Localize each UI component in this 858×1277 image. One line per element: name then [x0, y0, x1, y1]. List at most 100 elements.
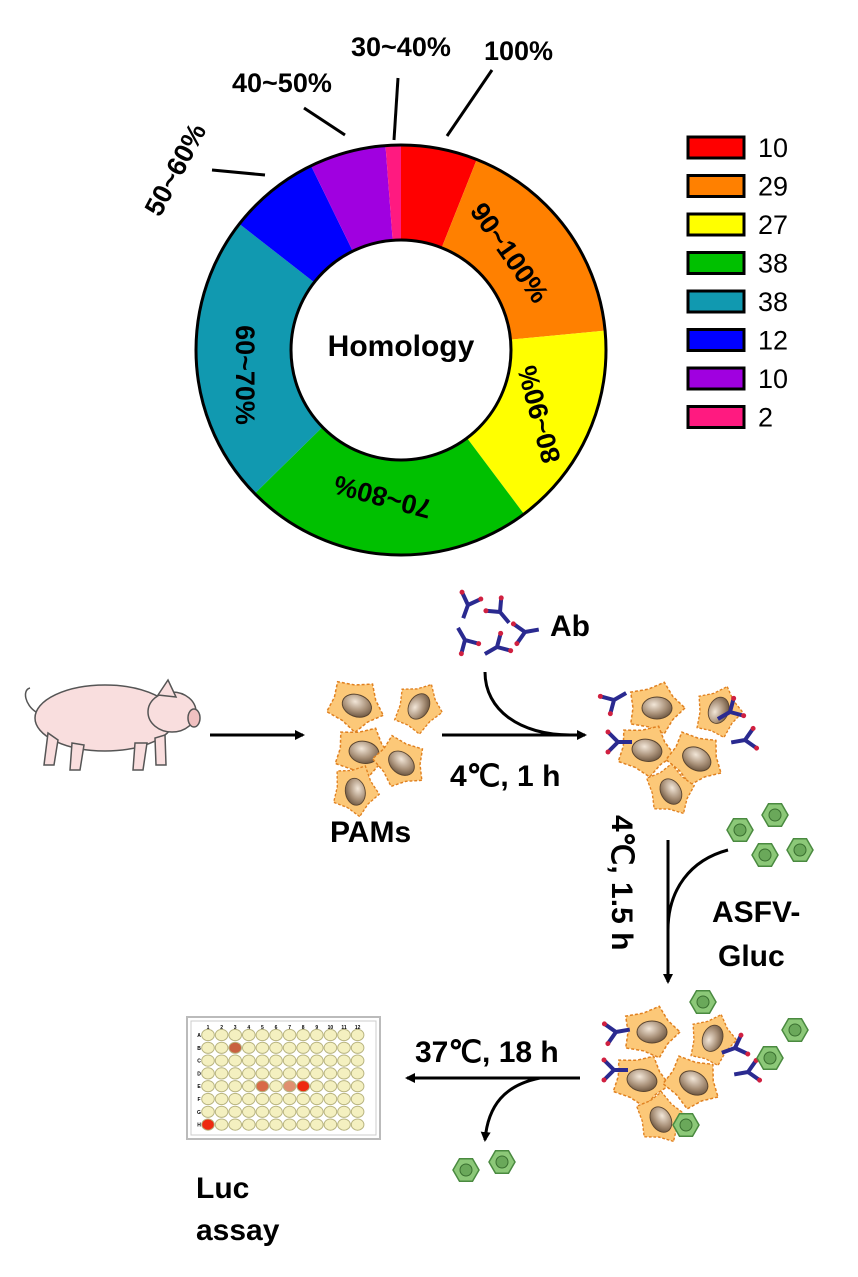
virus-particle: [786, 837, 814, 863]
plate-well: [323, 1041, 338, 1054]
antibody: [605, 729, 632, 755]
virus-particle: [756, 1045, 784, 1071]
plate-well: [214, 1105, 229, 1118]
cell: [690, 1013, 738, 1067]
step1-condition: 4℃, 1 h: [450, 760, 560, 793]
plate-well: [214, 1041, 229, 1054]
antibody: [597, 691, 628, 717]
donut-chart: [194, 143, 608, 557]
plate-well: [282, 1092, 297, 1106]
plate-well: [201, 1080, 215, 1093]
plate-well: [350, 1067, 365, 1080]
plate-well: [228, 1028, 242, 1042]
cell: [371, 734, 424, 788]
legend-swatch: [686, 174, 746, 198]
plate-well: [214, 1054, 229, 1067]
slice-label-30-40: 30~40%: [351, 32, 451, 62]
plate-column-label: 3: [234, 1025, 237, 1031]
plate-well: [255, 1118, 270, 1131]
cell: [393, 683, 444, 736]
plate-well: [282, 1080, 297, 1093]
antibody: [716, 695, 747, 721]
plate-column-label: 5: [261, 1025, 264, 1031]
antibody: [483, 630, 514, 656]
plate-well: [228, 1067, 242, 1080]
plate-well: [282, 1118, 297, 1131]
plate-well: [310, 1105, 324, 1118]
plate-well: [323, 1105, 338, 1118]
plate-well: [242, 1067, 256, 1080]
assay-label-line1: Luc: [196, 1172, 249, 1205]
plate-well: [350, 1092, 365, 1106]
plate-well: [323, 1054, 338, 1067]
plate-well: [296, 1118, 311, 1131]
plate-row-label: C: [197, 1059, 201, 1065]
plate-well: [269, 1041, 283, 1054]
plate-well: [310, 1067, 324, 1080]
cell: [617, 725, 676, 778]
plate-well: [269, 1105, 283, 1118]
plate-well: [296, 1028, 311, 1042]
leader-lines: [211, 69, 494, 177]
cell: [332, 765, 381, 818]
arrow-virus-release: [480, 1076, 541, 1142]
plate-well: [323, 1118, 338, 1131]
plate-well: [282, 1028, 297, 1042]
plate-well: [255, 1028, 270, 1042]
assay-label-line2: assay: [196, 1214, 280, 1247]
cell: [664, 731, 722, 786]
plate-well: [337, 1092, 351, 1106]
legend-label: 38: [758, 249, 788, 279]
plate-column-label: 7: [288, 1025, 291, 1031]
legend-label: 2: [758, 403, 773, 433]
arrow-antibody-add: [483, 671, 571, 737]
plate-well: [242, 1054, 256, 1067]
donut-slice-3: [254, 427, 524, 555]
virus-label-line1: ASFV-: [712, 896, 800, 929]
virus-particle: [452, 1157, 480, 1183]
plate-well: [310, 1092, 324, 1106]
plate-well: [282, 1054, 297, 1067]
plate-column-label: 4: [247, 1025, 250, 1031]
plate-well: [201, 1092, 215, 1106]
plate-well: [201, 1028, 215, 1042]
virus-particle: [672, 1112, 700, 1138]
legend-label: 27: [758, 210, 788, 240]
step3-condition: 37℃, 18 h: [415, 1036, 559, 1069]
plate-well: [269, 1080, 283, 1093]
cell: [635, 1090, 686, 1143]
plate-well: [269, 1092, 283, 1106]
plate-well: [228, 1041, 242, 1054]
plate-row-label: G: [197, 1110, 201, 1116]
plate-well: [255, 1080, 270, 1093]
plate-well: [337, 1028, 351, 1042]
virus-particle: [781, 1017, 809, 1043]
plate-well: [350, 1105, 365, 1118]
cell: [325, 680, 385, 734]
plate-well: [214, 1067, 229, 1080]
plate-well: [323, 1092, 338, 1106]
plate-well: [296, 1105, 311, 1118]
slice-label-40-50: 40~50%: [232, 68, 332, 98]
plate-well: [350, 1028, 365, 1042]
legend-swatch: [686, 328, 746, 352]
plate-well: [310, 1054, 324, 1067]
cell: [629, 681, 687, 735]
legend: 10 29 27 38 38 12 10 2: [686, 133, 788, 433]
plate-well: [269, 1054, 283, 1067]
plate-well: [228, 1080, 242, 1093]
plate-column-label: 8: [302, 1025, 305, 1031]
plate-well: [228, 1118, 242, 1131]
antibody: [483, 595, 511, 625]
plate-well: [201, 1067, 215, 1080]
legend-swatch: [686, 212, 746, 237]
plate-well: [242, 1080, 256, 1093]
plate-well: [242, 1105, 256, 1118]
legend-label: 29: [758, 172, 788, 202]
plate-row-label: B: [197, 1046, 201, 1052]
plate-column-label: 11: [341, 1025, 347, 1031]
plate-well: [201, 1105, 215, 1118]
legend-swatch: [686, 251, 746, 275]
plate-well: [214, 1092, 229, 1106]
